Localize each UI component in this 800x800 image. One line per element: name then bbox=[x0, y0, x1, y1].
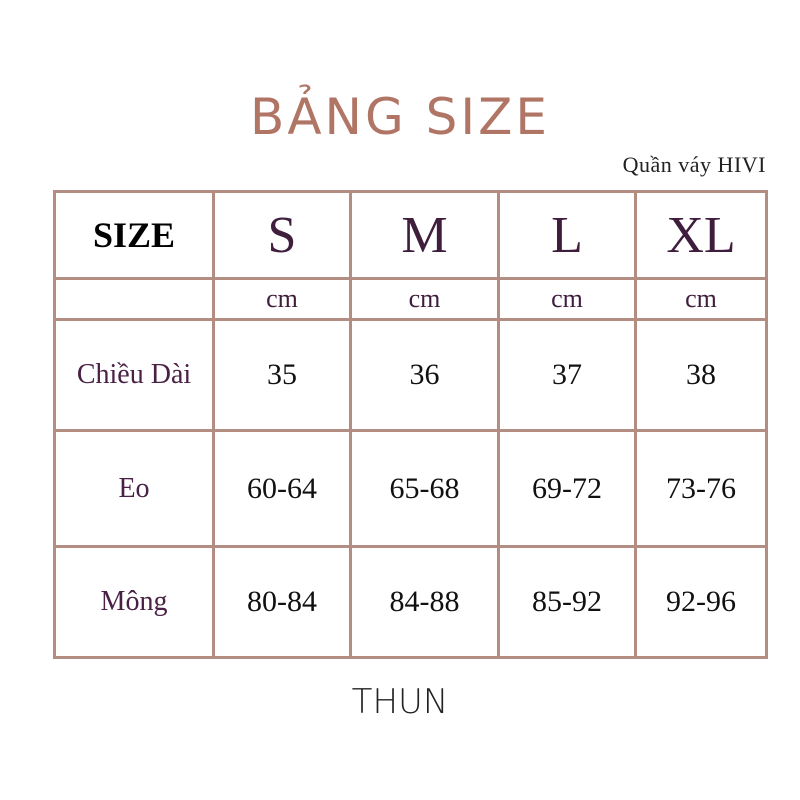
unit-cell: cm bbox=[497, 277, 637, 321]
unit-cell: cm bbox=[349, 277, 500, 321]
cell: 35 bbox=[212, 318, 352, 432]
data-row: Eo 60-64 65-68 69-72 73-76 bbox=[53, 429, 768, 548]
cell: 73-76 bbox=[634, 429, 768, 548]
unit-row: cm cm cm cm bbox=[53, 277, 768, 321]
size-table: SIZE S M L XL cm cm cm cm Chiều Dài 35 3… bbox=[53, 190, 768, 659]
header-cell: S bbox=[212, 190, 352, 280]
row-label: Eo bbox=[53, 429, 215, 548]
cell: 38 bbox=[634, 318, 768, 432]
unit-cell: cm bbox=[634, 277, 768, 321]
unit-cell: cm bbox=[212, 277, 352, 321]
data-row: Mông 80-84 84-88 85-92 92-96 bbox=[53, 545, 768, 659]
cell: 36 bbox=[349, 318, 500, 432]
cell: 60-64 bbox=[212, 429, 352, 548]
cell: 85-92 bbox=[497, 545, 637, 659]
cell: 37 bbox=[497, 318, 637, 432]
empty-cell bbox=[53, 277, 215, 321]
row-label: Chiều Dài bbox=[53, 318, 215, 432]
cell: 65-68 bbox=[349, 429, 500, 548]
header-cell: L bbox=[497, 190, 637, 280]
cell: 80-84 bbox=[212, 545, 352, 659]
cell: 69-72 bbox=[497, 429, 637, 548]
row-label: Mông bbox=[53, 545, 215, 659]
header-cell: SIZE bbox=[53, 190, 215, 280]
header-cell: M bbox=[349, 190, 500, 280]
header-row: SIZE S M L XL bbox=[53, 190, 768, 280]
cell: 84-88 bbox=[349, 545, 500, 659]
cell: 92-96 bbox=[634, 545, 768, 659]
header-cell: XL bbox=[634, 190, 768, 280]
data-row: Chiều Dài 35 36 37 38 bbox=[53, 318, 768, 432]
footer: THUN bbox=[351, 682, 449, 722]
title: BẢNG SIZE bbox=[250, 88, 550, 146]
subtitle: Quần váy HIVI bbox=[622, 152, 766, 177]
